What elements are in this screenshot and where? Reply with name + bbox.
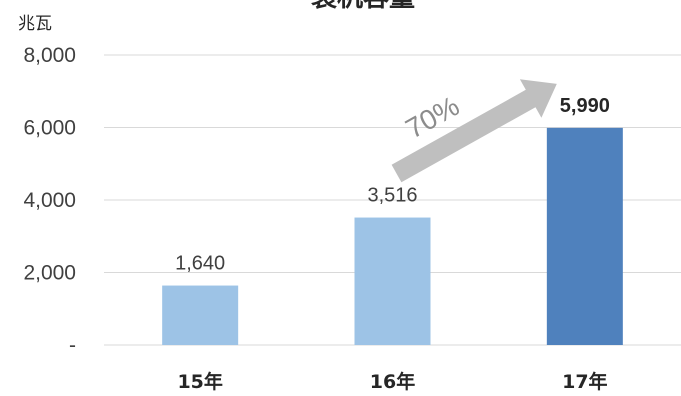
x-category-label: 17年 bbox=[562, 370, 607, 393]
y-axis-unit-label: 兆瓦 bbox=[18, 14, 52, 34]
y-tick-label: - bbox=[69, 334, 76, 357]
x-axis-categories: 15年 16年 17年 bbox=[177, 370, 607, 393]
y-tick-label: 8,000 bbox=[23, 44, 76, 67]
bars bbox=[162, 127, 623, 345]
data-labels: 1,640 3,516 5,990 bbox=[175, 95, 610, 275]
growth-arrow bbox=[391, 79, 557, 183]
x-category-label: 16年 bbox=[370, 370, 415, 393]
chart-title: 装机容量 bbox=[311, 0, 415, 13]
y-tick-label: 4,000 bbox=[23, 189, 76, 212]
bar bbox=[546, 127, 623, 345]
bar bbox=[354, 217, 431, 345]
bar bbox=[162, 285, 239, 345]
y-axis-ticks: - 2,000 4,000 6,000 8,000 bbox=[23, 44, 76, 357]
growth-annotation: 70% bbox=[391, 79, 557, 183]
bar-value-label: 5,990 bbox=[560, 95, 610, 117]
x-category-label: 15年 bbox=[177, 370, 222, 393]
y-tick-label: 6,000 bbox=[23, 117, 76, 140]
bar-value-label: 3,516 bbox=[367, 185, 417, 207]
bar-value-label: 1,640 bbox=[175, 253, 225, 275]
y-tick-label: 2,000 bbox=[23, 262, 76, 285]
